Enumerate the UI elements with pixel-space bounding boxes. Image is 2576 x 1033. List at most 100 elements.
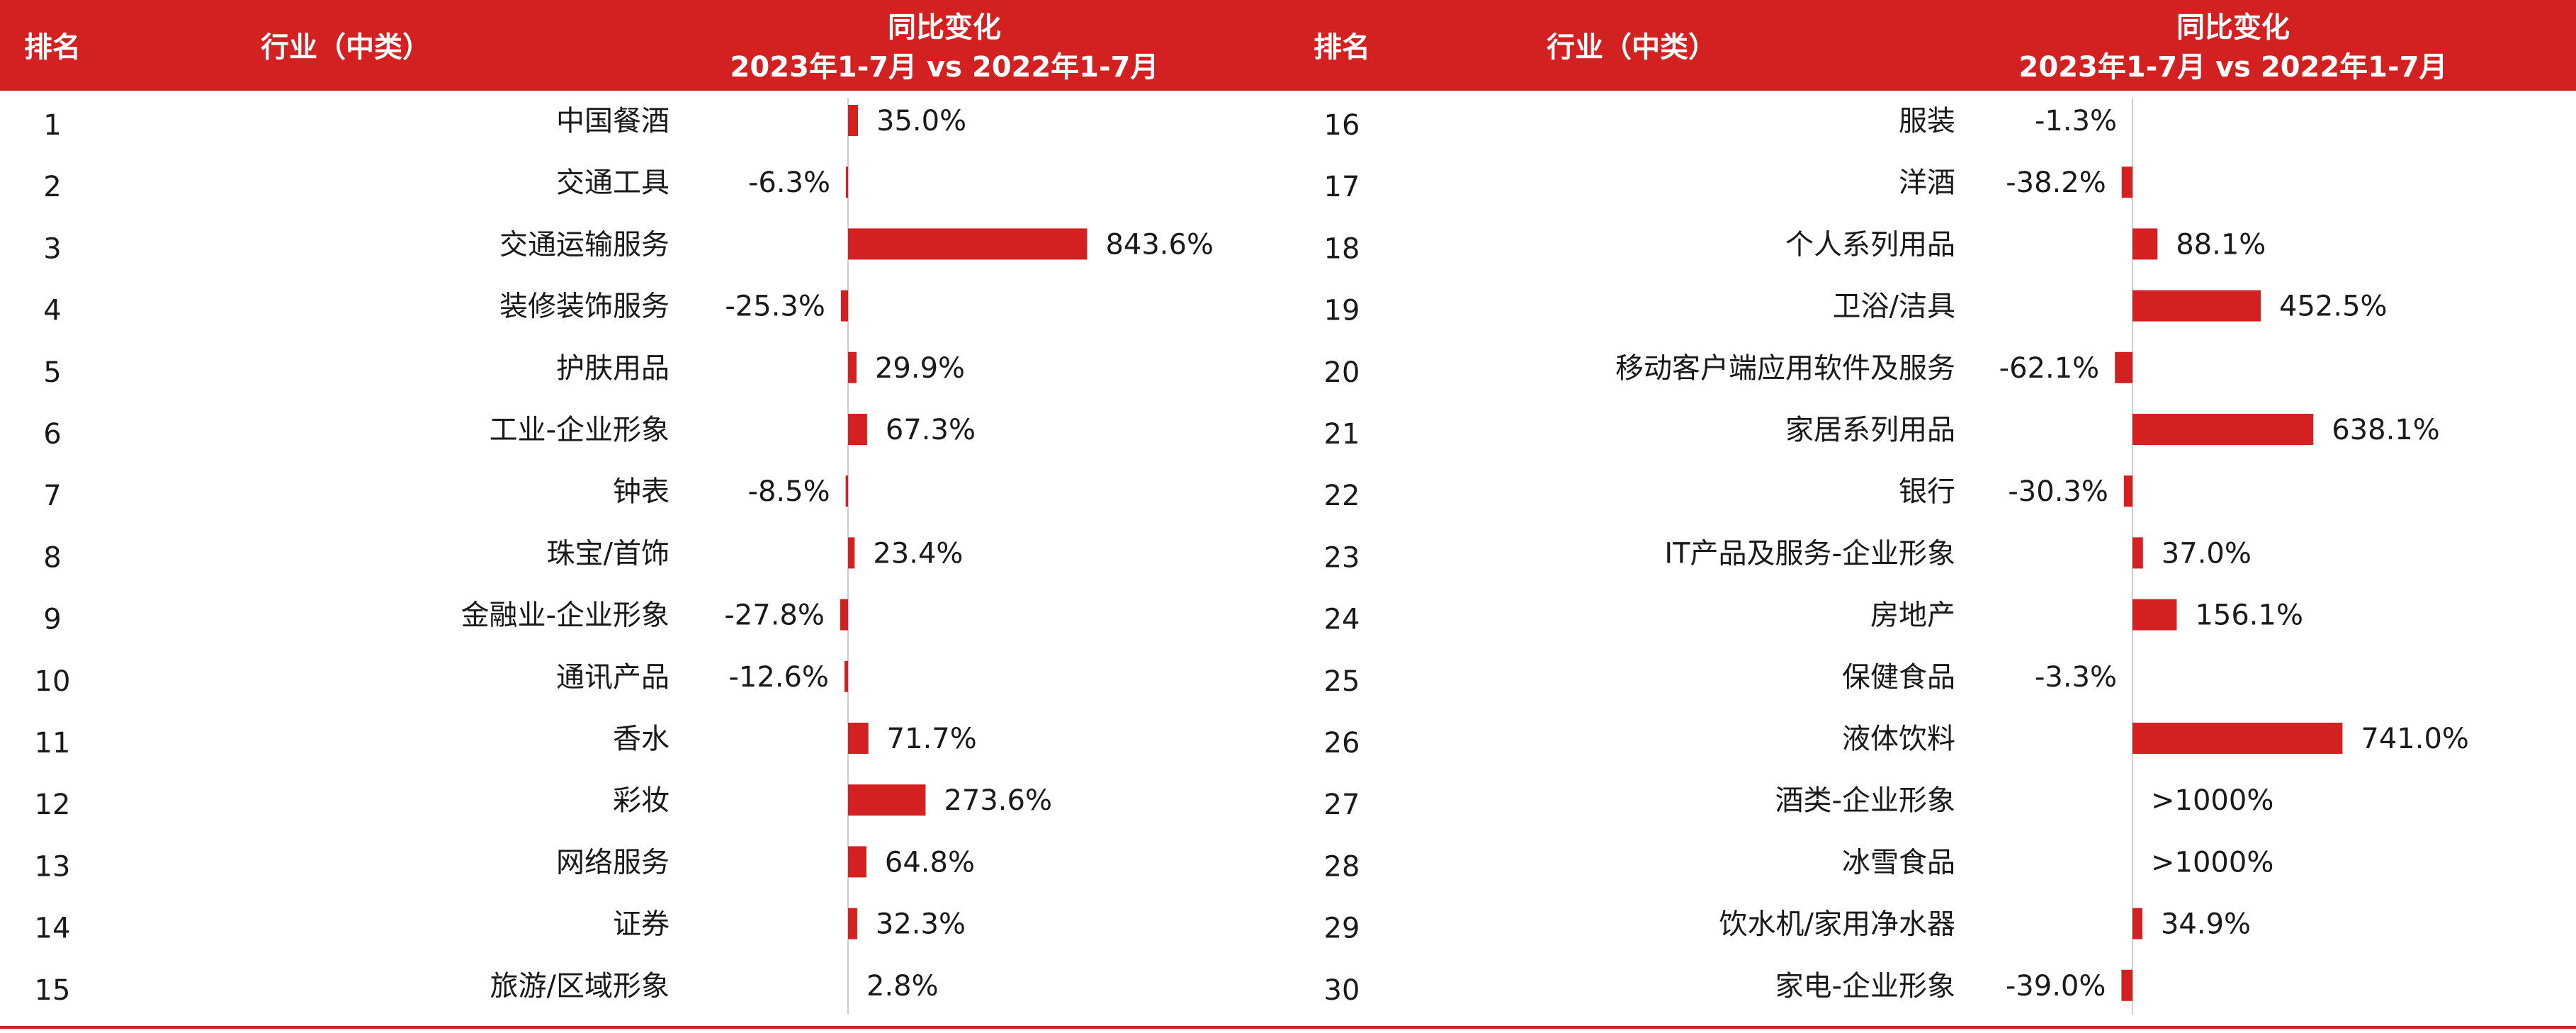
industry-label: 香水 (613, 723, 670, 755)
value-bar (2123, 475, 2132, 507)
rank-cell: 3 (43, 232, 61, 265)
rank-cell: 21 (1324, 418, 1360, 451)
value-bar (848, 105, 858, 136)
value-bar (848, 414, 867, 445)
rank-cell: 7 (43, 480, 61, 512)
value-label: -12.6% (728, 661, 829, 694)
rank-cell: 13 (35, 850, 71, 883)
rank-cell: 11 (35, 727, 71, 760)
value-bar (2132, 723, 2343, 754)
rank-cell: 1 (43, 109, 61, 142)
industry-label: 家电-企业形象 (1775, 970, 1955, 1003)
value-label: 34.9% (2161, 908, 2251, 941)
value-bar (840, 599, 848, 631)
value-bar (2132, 414, 2314, 445)
header-industry-right: 行业（中类） (1547, 31, 1717, 64)
value-bar (848, 351, 857, 383)
rank-cell: 18 (1324, 232, 1360, 265)
rank-cell: 14 (35, 913, 71, 945)
industry-label: 液体饮料 (1842, 723, 1955, 755)
value-bar (2121, 166, 2132, 198)
value-label: 29.9% (875, 352, 965, 385)
value-bar (848, 228, 1088, 260)
industry-label: 酒类-企业形象 (1775, 784, 1955, 817)
industry-label: 饮水机/家用净水器 (1719, 908, 1955, 941)
value-bar (2132, 537, 2143, 569)
value-label: -25.3% (725, 290, 825, 323)
industry-label: 珠宝/首饰 (547, 537, 670, 570)
value-bar (2132, 228, 2158, 260)
industry-label: 交通运输服务 (499, 228, 670, 261)
value-label: 67.3% (886, 414, 976, 446)
value-label: 273.6% (944, 784, 1052, 817)
bottom-rule (0, 1026, 2576, 1029)
rank-cell: 17 (1324, 171, 1360, 203)
industry-label: 卫浴/洁具 (1833, 290, 1955, 323)
industry-label: 工业-企业形象 (490, 414, 670, 446)
value-label: 37.0% (2162, 537, 2252, 570)
value-label: -3.3% (2035, 661, 2117, 694)
value-bar (848, 846, 866, 878)
rank-cell: 15 (35, 974, 71, 1007)
rank-cell: 8 (43, 541, 61, 574)
rank-cell: 26 (1324, 727, 1360, 760)
rank-cell: 19 (1324, 295, 1360, 327)
header-change-title-right: 同比变化 (2176, 11, 2290, 44)
industry-label: 金融业-企业形象 (461, 599, 670, 632)
value-bar (846, 166, 848, 198)
industry-label: 钟表 (613, 475, 670, 508)
value-label: -62.1% (1999, 352, 2100, 385)
value-label: -39.0% (2006, 970, 2106, 1003)
rank-cell: 25 (1324, 665, 1360, 698)
data-rows: 1 中国餐酒 35.0% 2 交通工具 -6.3% 3 交通运输服务 843.6% 4 装修装饰服务… (35, 105, 2469, 1007)
industry-label: 护肤用品 (556, 352, 670, 385)
value-label: 741.0% (2361, 723, 2469, 755)
value-bar (2132, 290, 2261, 322)
header-change-title-left: 同比变化 (888, 11, 1001, 44)
rank-cell: 27 (1324, 789, 1360, 821)
rank-cell: 2 (43, 171, 61, 203)
rank-cell: 12 (35, 789, 71, 821)
industry-label: 中国餐酒 (556, 105, 670, 137)
industry-label: 洋酒 (1899, 166, 1955, 199)
value-bar (840, 290, 848, 322)
industry-label: 交通工具 (556, 166, 670, 199)
value-label: 71.7% (887, 723, 977, 755)
industry-label: 冰雪食品 (1842, 846, 1955, 879)
rank-cell: 22 (1324, 480, 1360, 512)
value-label: -30.3% (2008, 475, 2108, 508)
rank-cell: 20 (1324, 356, 1360, 389)
rank-cell: 29 (1324, 913, 1360, 945)
value-label: 64.8% (885, 846, 975, 879)
industry-label: 个人系列用品 (1785, 228, 1955, 261)
industry-label: 通讯产品 (556, 661, 670, 694)
rank-cell: 6 (43, 418, 61, 451)
value-label: 88.1% (2176, 228, 2266, 261)
industry-label: 移动客户端应用软件及服务 (1615, 352, 1955, 385)
value-label: 843.6% (1105, 228, 1214, 261)
industry-label: 银行 (1899, 475, 1955, 508)
header-change-period-left: 2023年1-7月 vs 2022年1-7月 (730, 51, 1159, 84)
value-bar (848, 537, 855, 569)
rank-cell: 4 (43, 295, 61, 327)
rank-cell: 24 (1324, 604, 1360, 636)
header-rank-right: 排名 (1314, 31, 1370, 64)
industry-label: IT产品及服务-企业形象 (1664, 537, 1955, 570)
value-bar (2121, 969, 2132, 1001)
industry-label: 保健食品 (1842, 661, 1955, 694)
rank-cell: 30 (1324, 974, 1360, 1007)
rank-cell: 9 (43, 604, 61, 636)
value-bar (848, 908, 857, 939)
industry-label: 证券 (613, 908, 670, 941)
value-label: 2.8% (866, 970, 939, 1003)
value-bar (848, 784, 926, 816)
rank-cell: 28 (1324, 850, 1360, 883)
rank-cell: 10 (35, 665, 71, 698)
industry-label: 房地产 (1870, 599, 1955, 632)
value-label: -38.2% (2006, 166, 2106, 199)
header-bar (0, 0, 2576, 91)
value-label: -8.5% (748, 475, 830, 508)
header-change-period-right: 2023年1-7月 vs 2022年1-7月 (2019, 51, 2448, 84)
value-label: 156.1% (2195, 599, 2303, 632)
